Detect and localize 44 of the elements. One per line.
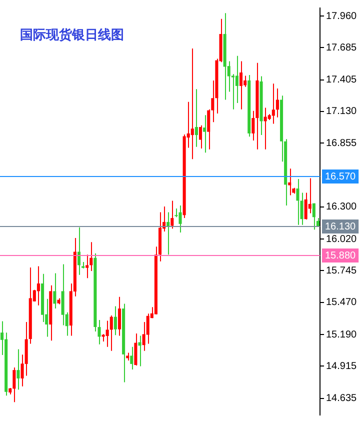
- y-tick-label: 14.915: [326, 360, 358, 372]
- candlestick: [304, 192, 308, 220]
- candlestick: [170, 200, 174, 230]
- ref-line-label: 15.880: [325, 250, 356, 262]
- y-tick-label: 17.130: [326, 106, 358, 118]
- candlestick: [178, 205, 182, 234]
- text: 国际现货银日线图: [20, 27, 124, 44]
- candlestick: [86, 254, 89, 279]
- y-tick-label: 15.745: [326, 265, 358, 276]
- candlestick: [118, 296, 122, 336]
- candlestick: [296, 178, 300, 226]
- y-tick-label: 17.960: [326, 10, 358, 22]
- candlestick: [190, 48, 194, 160]
- candlestick: [114, 306, 117, 336]
- ref-line-label: 16.570: [325, 171, 356, 182]
- candlestick: [134, 332, 138, 366]
- candlestick: [288, 168, 292, 196]
- candlestick: [12, 367, 16, 403]
- y-tick-label: 16.300: [326, 202, 358, 213]
- candlestick: [77, 226, 81, 276]
- y-tick-label: 15.470: [326, 297, 358, 308]
- candlestick: [61, 264, 64, 326]
- candlestick: [244, 75, 247, 88]
- y-tick-label: 17.685: [326, 42, 358, 54]
- y-tick-label: 17.405: [326, 74, 358, 86]
- candlestick: [272, 83, 275, 124]
- candlestick: [203, 114, 206, 154]
- ref-line-label: 16.130: [325, 221, 356, 232]
- y-tick-label: 16.855: [326, 138, 358, 149]
- candlestick: [110, 315, 113, 352]
- candlestick: [106, 320, 109, 348]
- candlestick: [198, 124, 202, 149]
- candlestick: [16, 348, 20, 390]
- candlestick: [138, 335, 142, 367]
- candlestick: [53, 272, 56, 310]
- candlestick: [194, 88, 198, 148]
- candlestick: [239, 60, 243, 110]
- candlestick: [130, 346, 134, 370]
- candlestick: [36, 266, 40, 306]
- y-tick-label: 14.635: [326, 393, 358, 404]
- y-tick-label: 15.190: [326, 329, 358, 340]
- y-tick-label: 16.020: [326, 234, 358, 245]
- candlestick: [312, 202, 316, 230]
- candlestick: [276, 88, 279, 118]
